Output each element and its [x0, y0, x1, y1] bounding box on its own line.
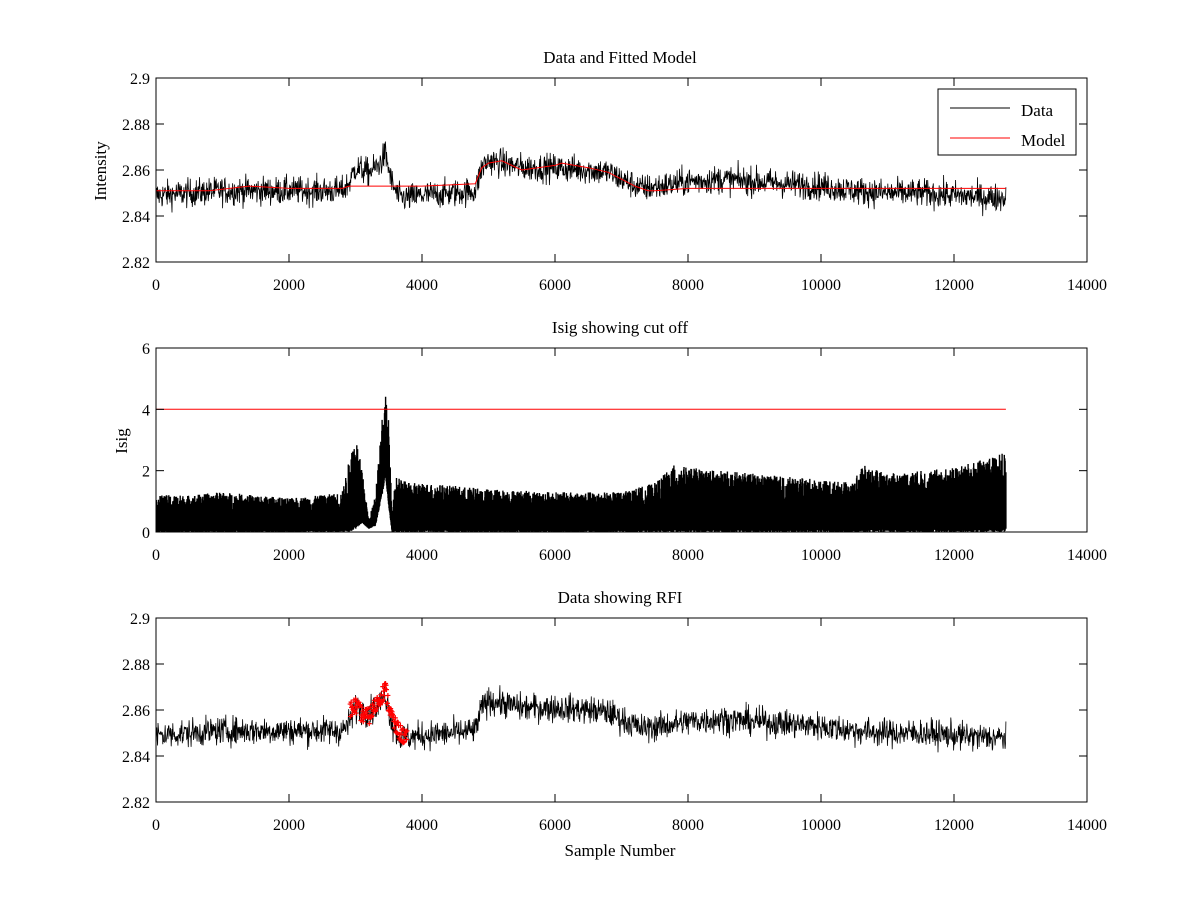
panel-isig-showing-cut-off: Isig showing cut off Isig 0 2000 4000 6000 8… [112, 318, 1107, 564]
x-tick-label: 4000 [406, 817, 438, 834]
y-tick-label: 2.88 [122, 657, 150, 674]
series-data-line [156, 142, 1006, 217]
x-tick-label: 12000 [934, 547, 974, 564]
chart-title: Isig showing cut off [552, 318, 688, 337]
rfi-marker [385, 693, 390, 698]
x-tick-label: 0 [152, 817, 160, 834]
x-tick-label: 2000 [273, 817, 305, 834]
plot-area [156, 681, 1006, 752]
y-tick-label: 2.82 [122, 255, 150, 272]
legend: Data Model [938, 89, 1076, 155]
legend-label-data: Data [1021, 101, 1054, 120]
chart-title: Data showing RFI [558, 588, 683, 607]
y-tick-label: 0 [142, 525, 150, 542]
x-tick-label: 6000 [539, 277, 571, 294]
y-tick-label: 2.9 [130, 71, 150, 88]
x-tick-label: 2000 [273, 547, 305, 564]
x-tick-label: 10000 [801, 817, 841, 834]
x-tick-label: 10000 [801, 547, 841, 564]
x-tick-label: 0 [152, 277, 160, 294]
axes-frame [156, 618, 1087, 802]
x-tick-label: 4000 [406, 277, 438, 294]
x-tick-label: 6000 [539, 817, 571, 834]
y-tick-label: 2.9 [130, 611, 150, 628]
y-axis-label: Isig [112, 428, 131, 454]
x-tick-label: 14000 [1067, 277, 1107, 294]
y-tick-label: 2 [142, 464, 150, 481]
y-tick-label: 2.86 [122, 703, 150, 720]
x-tick-label: 6000 [539, 547, 571, 564]
x-tick-label: 10000 [801, 277, 841, 294]
legend-label-model: Model [1021, 131, 1066, 150]
plot-area [156, 142, 1006, 217]
panel-data-and-fitted-model: Data and Fitted Model Intensity 0 2000 400… [91, 48, 1107, 294]
x-tick-label: 2000 [273, 277, 305, 294]
x-tick-label: 8000 [672, 547, 704, 564]
x-tick-label: 14000 [1067, 547, 1107, 564]
x-tick-label: 0 [152, 547, 160, 564]
x-tick-label: 8000 [672, 277, 704, 294]
y-tick-label: 2.82 [122, 795, 150, 812]
x-tick-label: 14000 [1067, 817, 1107, 834]
series-isig-bars [156, 397, 1006, 532]
x-tick-label: 12000 [934, 277, 974, 294]
y-tick-label: 6 [142, 341, 150, 358]
y-tick-label: 4 [142, 402, 150, 419]
x-tick-label: 4000 [406, 547, 438, 564]
plot-area [156, 397, 1006, 532]
y-tick-label: 2.88 [122, 117, 150, 134]
x-tick-label: 12000 [934, 817, 974, 834]
x-axis-label: Sample Number [565, 841, 676, 860]
series-data-line [156, 685, 1006, 752]
y-tick-label: 2.84 [122, 209, 150, 226]
panel-data-showing-rfi: Data showing RFI Sample Number 0 2000 4000… [122, 588, 1107, 860]
x-tick-label: 8000 [672, 817, 704, 834]
chart-title: Data and Fitted Model [543, 48, 697, 67]
y-axis-label: Intensity [91, 141, 110, 201]
y-tick-label: 2.84 [122, 749, 150, 766]
y-tick-label: 2.86 [122, 163, 150, 180]
